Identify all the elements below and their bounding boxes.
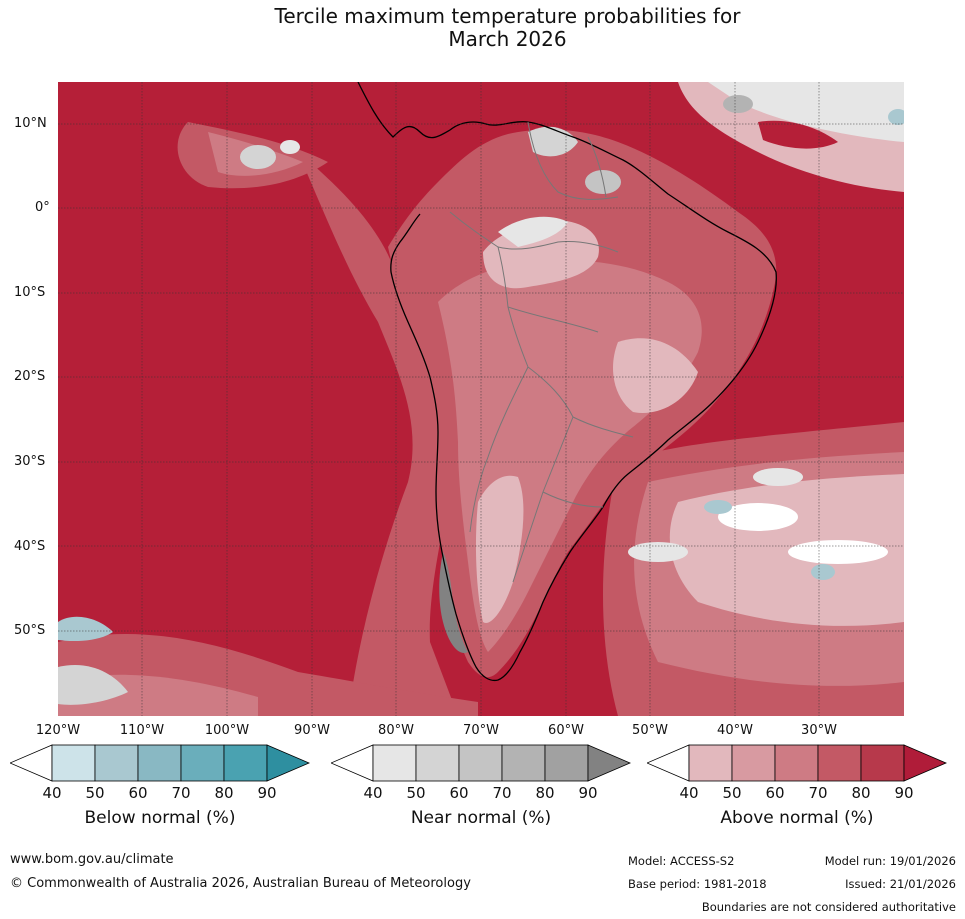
title-line-2: March 2026 <box>448 27 567 51</box>
atlantic-north-below <box>888 109 904 125</box>
colorbar-segment <box>51 744 96 782</box>
colorbar-tick-label: 50 <box>722 784 742 802</box>
gridlines <box>58 82 904 716</box>
colorbar-segment <box>688 744 733 782</box>
lat-label-10s: 10°S <box>14 285 46 300</box>
atlantic-north-near <box>708 82 904 142</box>
colorbar-high-extend <box>587 744 631 782</box>
pacific-south-near-normal <box>58 664 128 705</box>
colorbar-tick-label: 50 <box>85 784 105 802</box>
colorbar-tick-label: 70 <box>808 784 828 802</box>
colorbar-tick-label: 90 <box>578 784 598 802</box>
colorbar-tick-label: 70 <box>171 784 191 802</box>
atlantic-white-4 <box>753 468 803 486</box>
lon-label-50w: 50°W <box>632 723 668 738</box>
title-line-1: Tercile maximum temperature probabilitie… <box>274 4 741 28</box>
colorbar-tick-label: 60 <box>449 784 469 802</box>
colorbar-low-extend <box>647 744 690 782</box>
colorbar-tick-label: 40 <box>42 784 62 802</box>
lon-label-70w: 70°W <box>463 723 499 738</box>
near-normal-patch-pacific-2 <box>280 140 300 154</box>
lat-label-10n: 10°N <box>14 116 47 131</box>
model-name: Model: ACCESS-S2 <box>628 854 735 868</box>
colorbar-tick-label: 90 <box>257 784 277 802</box>
colorbar-segment <box>458 744 503 782</box>
colorbar-tick-label: 40 <box>679 784 699 802</box>
colorbar-segment <box>731 744 776 782</box>
lat-label-30s: 30°S <box>14 454 46 469</box>
colorbar-segment <box>223 744 268 782</box>
continent-grey-tip <box>439 552 468 653</box>
continent-pale-south <box>475 475 524 623</box>
colorbar-tick-label: 90 <box>894 784 914 802</box>
lon-label-30w: 30°W <box>801 723 837 738</box>
base-period: Base period: 1981-2018 <box>628 877 767 891</box>
country-borders <box>449 121 634 583</box>
colorbar-title-near: Near normal (%) <box>410 808 552 828</box>
colorbar-above-normal <box>647 744 947 782</box>
copyright-text: © Commonwealth of Australia 2026, Austra… <box>10 876 471 891</box>
lon-label-40w: 40°W <box>717 723 753 738</box>
colorbar-segment <box>544 744 589 782</box>
colorbar-segment <box>137 744 182 782</box>
atlantic-white-3 <box>628 542 688 562</box>
probability-map <box>58 82 904 716</box>
colorbar-title-above: Above normal (%) <box>720 808 874 828</box>
lon-label-110w: 110°W <box>119 723 165 738</box>
website-link[interactable]: www.bom.gov.au/climate <box>10 852 174 867</box>
model-run: Model run: 19/01/2026 <box>824 854 956 868</box>
colorbar-tick-label: 50 <box>406 784 426 802</box>
colorbar-segment <box>817 744 862 782</box>
continent-near-andes <box>498 216 568 247</box>
lat-label-40s: 40°S <box>14 539 46 554</box>
colorbar-segment <box>94 744 139 782</box>
colorbar-tick-label: 40 <box>363 784 383 802</box>
lat-label-20s: 20°S <box>14 369 46 384</box>
colorbar-tick-label: 80 <box>535 784 555 802</box>
lon-label-120w: 120°W <box>35 723 81 738</box>
pacific-south-below <box>58 616 113 642</box>
near-normal-patch-pacific <box>240 145 276 169</box>
colorbar-below-normal <box>10 744 310 782</box>
coastline <box>357 82 777 682</box>
colorbar-segment <box>372 744 417 782</box>
atlantic-below-2 <box>811 564 835 580</box>
colorbar-tick-label: 60 <box>765 784 785 802</box>
colorbar-title-below: Below normal (%) <box>84 808 236 828</box>
lat-label-50s: 50°S <box>14 623 46 638</box>
lon-label-80w: 80°W <box>378 723 414 738</box>
continent-pale-east <box>613 338 698 413</box>
colorbar-tick-label: 80 <box>851 784 871 802</box>
colorbar-segment <box>501 744 546 782</box>
colorbar-near-normal <box>331 744 631 782</box>
atlantic-below-1 <box>704 500 732 514</box>
colorbar-low-extend <box>331 744 374 782</box>
atlantic-white-2 <box>788 540 888 564</box>
colorbar-segment <box>774 744 819 782</box>
colorbar-segment <box>180 744 225 782</box>
pacific-coastal-band <box>298 152 463 716</box>
atlantic-white-1 <box>718 503 798 531</box>
colorbar-tick-label: 70 <box>492 784 512 802</box>
colorbar-segment <box>415 744 460 782</box>
lon-label-60w: 60°W <box>548 723 584 738</box>
lon-label-100w: 100°W <box>204 723 250 738</box>
colorbar-high-extend <box>266 744 310 782</box>
colorbar-high-extend <box>903 744 947 782</box>
boundaries-disclaimer: Boundaries are not considered authoritat… <box>701 900 956 914</box>
atlantic-north-grey <box>723 95 753 113</box>
atlantic-north-red <box>758 120 838 149</box>
colorbar-segment <box>860 744 905 782</box>
colorbar-tick-label: 60 <box>128 784 148 802</box>
issued-date: Issued: 21/01/2026 <box>845 877 956 891</box>
lon-label-90w: 90°W <box>294 723 330 738</box>
colorbar-low-extend <box>10 744 53 782</box>
chart-title: Tercile maximum temperature probabilitie… <box>0 5 965 51</box>
lat-label-eq: 0° <box>35 200 50 215</box>
colorbar-tick-label: 80 <box>214 784 234 802</box>
